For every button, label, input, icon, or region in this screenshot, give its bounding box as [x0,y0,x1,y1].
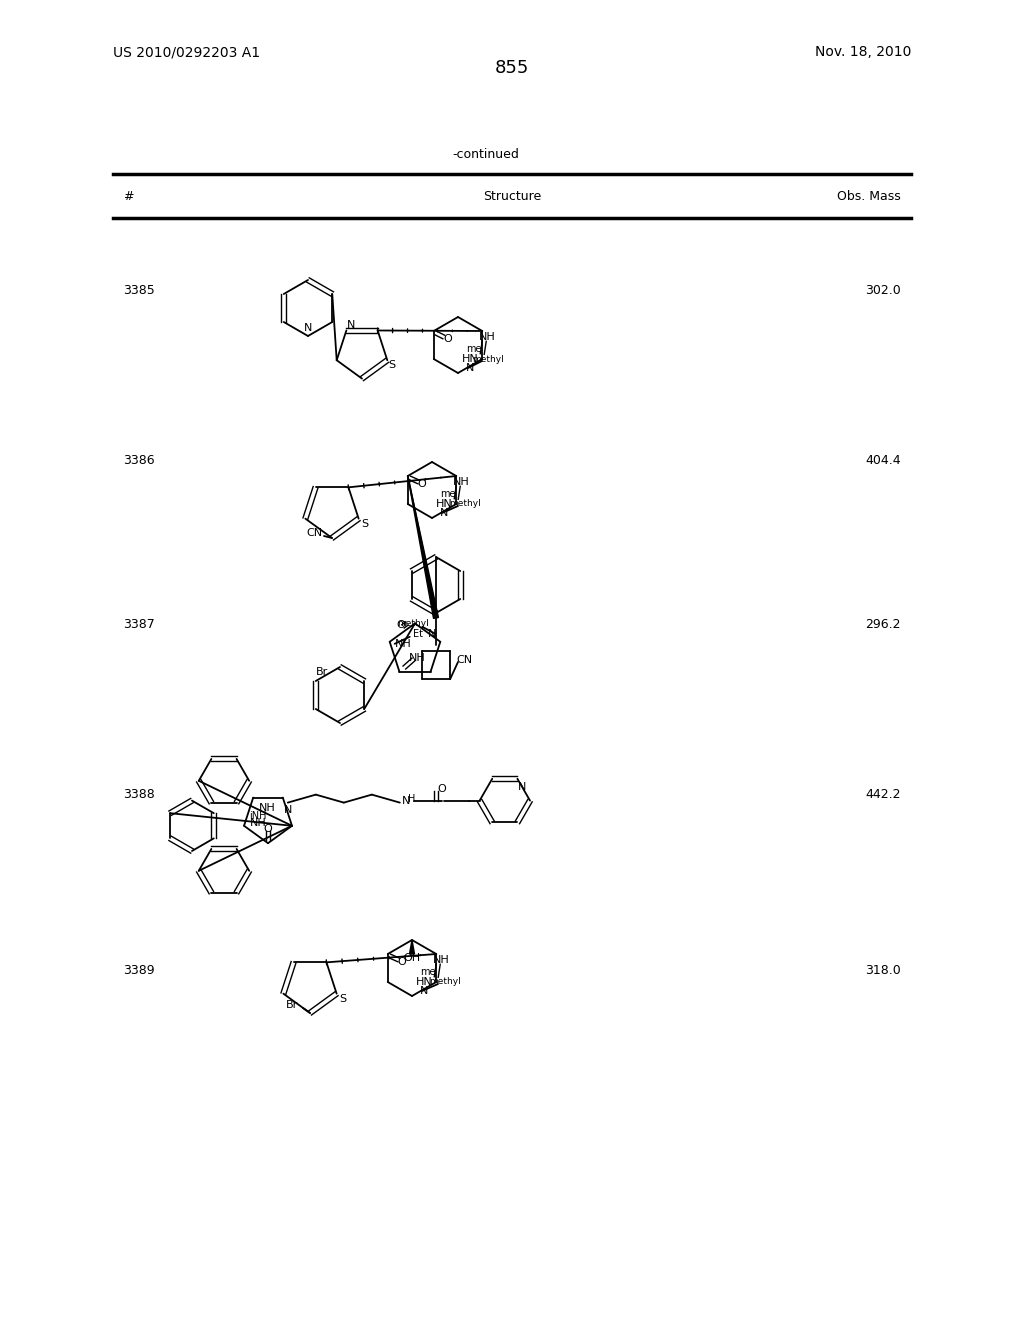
Text: 318.0: 318.0 [865,964,901,977]
Text: -continued: -continued [452,149,519,161]
Text: N: N [304,323,312,333]
Text: O: O [437,784,446,793]
Text: N: N [347,321,355,330]
Text: NH: NH [395,639,412,649]
Text: NH: NH [259,803,275,813]
Text: NH: NH [433,954,450,965]
Text: N: N [284,805,292,814]
Text: N: N [428,628,436,639]
Text: HN: HN [462,354,478,364]
Text: me: me [421,968,436,977]
Text: O: O [396,620,406,631]
Text: NH: NH [479,333,496,342]
Text: iNH: iNH [250,810,267,821]
Text: US 2010/0292203 A1: US 2010/0292203 A1 [113,45,260,59]
Text: 296.2: 296.2 [865,619,901,631]
Text: 3387: 3387 [123,619,155,631]
Text: N: N [440,508,449,517]
Text: 302.0: 302.0 [865,284,901,297]
Text: Structure: Structure [483,190,541,202]
Text: Br: Br [315,667,328,677]
Text: Br: Br [286,1001,298,1010]
Text: methyl: methyl [429,978,461,986]
Text: 404.4: 404.4 [865,454,901,466]
Text: O: O [443,334,453,345]
Text: 3385: 3385 [123,284,155,297]
Text: O: O [418,479,426,488]
Text: S: S [389,360,396,370]
Text: #: # [123,190,133,202]
Polygon shape [408,477,438,619]
Text: HN: HN [416,977,432,987]
Text: methyl: methyl [450,499,481,508]
Text: 3389: 3389 [123,964,155,977]
Text: Et: Et [413,628,423,639]
Text: 442.2: 442.2 [865,788,901,801]
Text: Obs. Mass: Obs. Mass [838,190,901,202]
Text: CN: CN [456,655,472,665]
Text: O: O [397,957,407,968]
Text: NH: NH [250,818,266,828]
Text: methyl: methyl [472,355,504,363]
Text: OH: OH [403,953,421,964]
Text: NH: NH [453,477,470,487]
Polygon shape [410,940,415,954]
Text: N: N [420,986,428,997]
Text: O: O [263,824,272,834]
Text: S: S [339,994,346,1003]
Text: 855: 855 [495,59,529,77]
Text: Nov. 18, 2010: Nov. 18, 2010 [815,45,911,59]
Text: N: N [518,781,526,792]
Text: H: H [409,793,416,804]
Text: HN: HN [436,499,453,510]
Text: 3388: 3388 [123,788,155,801]
Text: 3386: 3386 [123,454,155,466]
Text: methyl: methyl [397,619,429,628]
Text: N: N [466,363,474,374]
Text: NH: NH [409,652,426,663]
Text: S: S [361,519,369,528]
Text: me: me [440,488,456,499]
Text: CN: CN [306,528,323,539]
Text: me: me [467,345,482,354]
Text: N: N [401,796,410,805]
